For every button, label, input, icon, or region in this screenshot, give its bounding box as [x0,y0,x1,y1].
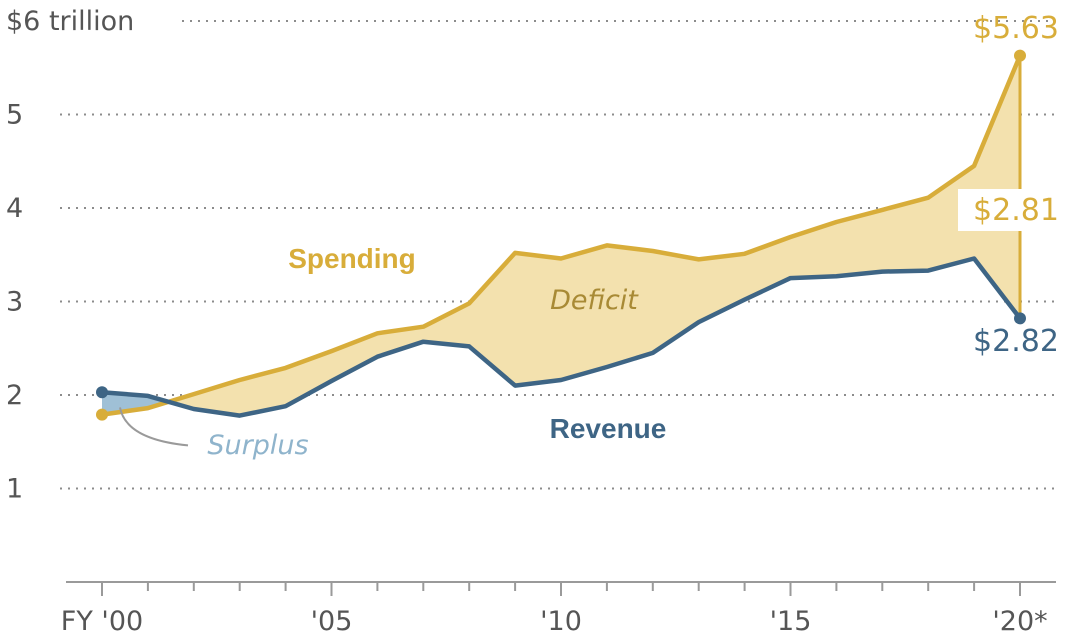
label-layer: Spending Revenue Deficit Surplus $5.63 $… [207,11,1076,461]
surplus-leader-line [119,407,189,447]
revenue-line [101,256,1022,418]
line-layer [96,49,1026,447]
revenue-end-dot [1014,312,1026,325]
x-tick-label: '15 [770,606,812,637]
deficit-area [168,55,1020,416]
deficit-label: Deficit [550,285,639,316]
surplus-label: Surplus [207,430,308,461]
y-tick-label: 3 [6,287,23,318]
spending-start-dot [96,408,108,421]
deficit-value: $2.81 [973,193,1059,228]
spending-line [101,54,1023,417]
y-tick-label: 5 [6,100,23,131]
y-tick-label: 1 [6,474,23,505]
deficit-value-background [958,189,1076,231]
x-tick-label: '05 [311,606,353,637]
y-tick-label: 2 [6,380,23,411]
y-tick-label: $6 trillion [6,6,134,37]
x-tick-label: '20* [992,606,1047,637]
revenue-label: Revenue [550,413,667,444]
x-tick-label: '10 [540,606,582,637]
area-layer [102,55,1020,416]
spending-label: Spending [288,243,416,274]
revenue-end-value: $2.82 [973,324,1059,359]
revenue-start-dot [96,386,108,399]
spending-end-value: $5.63 [973,11,1059,46]
spending-end-dot [1014,49,1026,62]
x-axis: FY '00 '05 '10 '15 '20* [61,581,1056,637]
y-tick-label: 4 [6,193,23,224]
x-tick-label: FY '00 [61,606,143,637]
